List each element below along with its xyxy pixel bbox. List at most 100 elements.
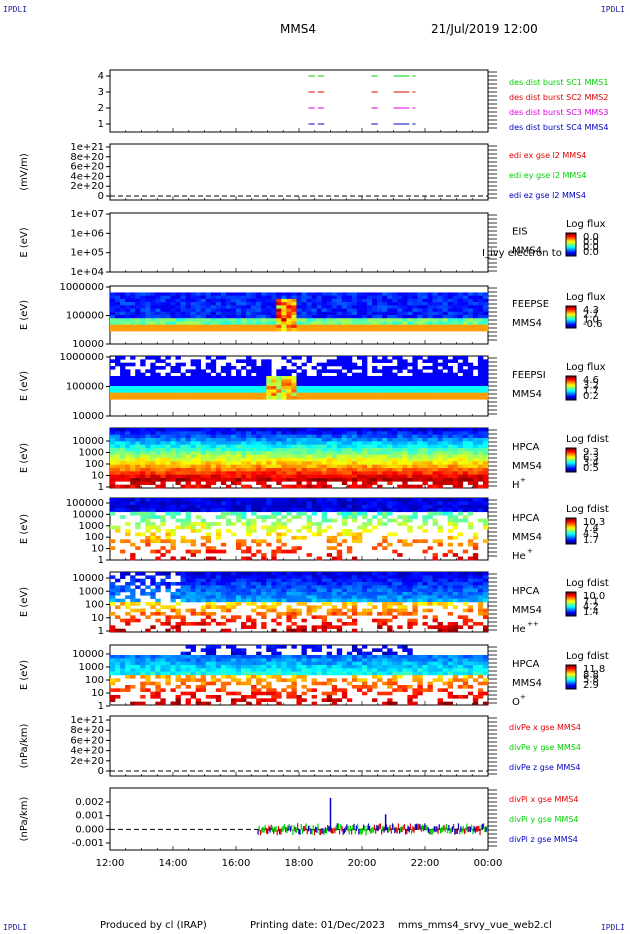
panel-4-heat-cell — [351, 392, 358, 397]
panel-4-heat-cell — [220, 376, 227, 380]
panel-3-heat-cell — [377, 298, 383, 303]
panel-4-heat-cell — [432, 389, 438, 393]
panel-4-heat-cell — [110, 366, 116, 370]
panel-5-heat-cell — [165, 428, 171, 432]
panel-6-heat-cell — [110, 546, 116, 550]
panel-1-legend-item: edi ez gse l2 MMS4 — [509, 191, 586, 200]
panel-5-heat-cell — [472, 471, 479, 475]
panel-6-heat-cell — [482, 504, 489, 509]
panel-5-heat-cell — [422, 454, 428, 459]
panel-6-heat-cell — [306, 508, 312, 513]
panel-5-heat-cell — [276, 481, 282, 485]
panel-7-heat-cell — [271, 592, 277, 596]
panel-6-heat-cell — [281, 498, 287, 502]
panel-6-heat-cell — [190, 508, 196, 513]
panel-5-heat-cell — [467, 461, 474, 465]
panel-6-heat-cell — [210, 556, 217, 561]
panel-7-heat-cell — [306, 605, 312, 609]
panel-5-heat-cell — [200, 438, 207, 442]
panel-3-heat-cell — [397, 308, 403, 313]
panel-3-heat-cell — [200, 298, 207, 303]
panel-2-colorbar-cell — [566, 242, 576, 245]
panel-5-heat-cell — [346, 478, 353, 482]
panel-5-heat-cell — [210, 438, 217, 442]
panel-5-heat-cell — [190, 484, 196, 489]
panel-7-heat-cell — [230, 582, 237, 586]
panel-7-heat-cell — [125, 595, 131, 599]
panel-6-heat-cell — [195, 501, 202, 506]
panel-4-heat-cell — [225, 389, 232, 393]
panel-5-heat-cell — [397, 451, 403, 455]
panel-3-heat-cell — [225, 292, 232, 296]
panel-3-heat-cell — [387, 295, 393, 300]
panel-6-heat-cell — [346, 498, 353, 502]
panel-7-heat-cell — [225, 585, 232, 589]
panel-5-heat-cell — [397, 448, 403, 452]
panel-7-ytick-label: 1000 — [79, 586, 104, 597]
panel-6-colorbar-cell — [566, 538, 576, 541]
panel-4-heat-cell — [442, 386, 448, 390]
panel-7-heat-cell — [165, 582, 171, 586]
panel-4-heat-cell — [230, 386, 237, 390]
panel-5-ytick-label: 10 — [91, 471, 104, 482]
panel-4-heat-cell — [230, 376, 237, 380]
panel-3-heat-cell — [251, 327, 257, 332]
panel-7-heat-cell — [377, 575, 383, 579]
panel-4-heat-cell — [452, 379, 459, 383]
panel-6-heat-cell — [241, 539, 247, 544]
panel-5-heat-cell — [301, 468, 307, 472]
panel-7-heat-cell — [200, 582, 207, 586]
panel-5-heat-cell — [467, 431, 474, 435]
panel-5-heat-cell — [362, 448, 368, 452]
panel-3-heat-cell — [190, 302, 196, 306]
panel-7-heat-cell — [412, 595, 418, 599]
panel-6-heat-cell — [246, 501, 252, 506]
panel-6-instrument: HPCA — [512, 513, 540, 524]
panel-3-heat-cell — [477, 305, 484, 309]
panel-6-heat-cell — [412, 511, 418, 516]
panel-6-heat-cell — [356, 525, 363, 530]
panel-4-heat-cell — [321, 392, 328, 397]
panel-5-heat-cell — [205, 484, 212, 489]
panel-4-heat-cell — [120, 376, 126, 380]
panel-6-heat-cell — [402, 508, 408, 513]
panel-7-heat-cell — [372, 582, 378, 586]
panel-3-heat-cell — [397, 311, 403, 316]
panel-6-heat-cell — [397, 508, 403, 513]
panel-4-heat-cell — [346, 382, 353, 387]
panel-4-heat-cell — [246, 359, 252, 363]
panel-3-heat-cell — [417, 295, 423, 300]
panel-4-heat-cell — [266, 369, 272, 373]
panel-6-heat-cell — [256, 498, 262, 502]
panel-5-heat-cell — [326, 441, 333, 445]
panel-5-heat-cell — [477, 431, 484, 435]
panel-5-heat-cell — [165, 438, 171, 442]
panel-5-heat-cell — [356, 464, 363, 469]
panel-5-heat-cell — [261, 474, 267, 479]
panel-3-heat-cell — [135, 318, 141, 322]
panel-4-heat-cell — [442, 376, 448, 380]
panel-7-heat-cell — [210, 572, 217, 576]
panel-7-heat-cell — [140, 578, 146, 583]
panel-3-heat-cell — [281, 305, 287, 309]
panel-3-heat-cell — [170, 327, 176, 332]
panel-5-heat-cell — [437, 474, 443, 479]
panel-6-heat-cell — [110, 508, 116, 513]
panel-6-heat-cell — [155, 501, 161, 506]
panel-7-heat-cell — [397, 592, 403, 596]
panel-3-heat-cell — [372, 308, 378, 313]
panel-4-heat-cell — [477, 356, 484, 360]
panel-3-heat-cell — [135, 311, 141, 316]
panel-7-heat-cell — [351, 618, 358, 623]
panel-7-heat-cell — [286, 608, 292, 613]
panel-5-heat-cell — [135, 434, 141, 439]
panel-3-heat-cell — [236, 298, 242, 303]
panel-7-heat-cell — [291, 595, 297, 599]
panel-5-heat-cell — [306, 478, 312, 482]
panel-7-heat-cell — [336, 588, 343, 593]
panel-6-heat-cell — [301, 525, 307, 530]
panel-3-colorbar-tick: 2.7 — [583, 310, 599, 321]
panel-3-heat-cell — [276, 311, 282, 316]
panel-6-heat-cell — [125, 508, 131, 513]
panel-4-heat-cell — [236, 379, 242, 383]
